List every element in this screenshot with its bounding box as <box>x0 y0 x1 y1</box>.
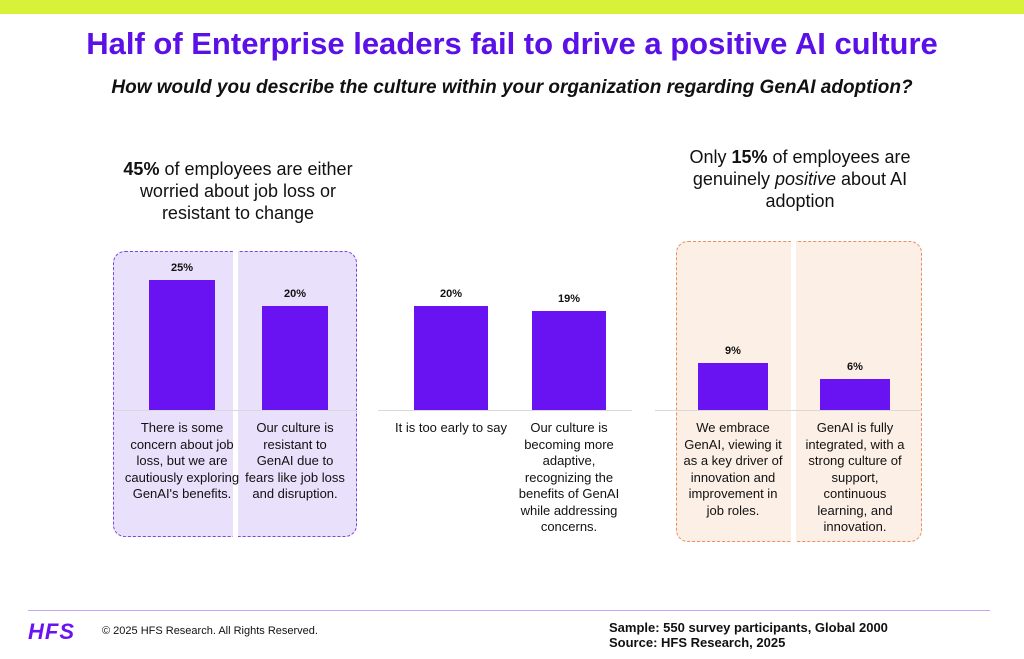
category-label-4: Our culture is becoming more adaptive, r… <box>518 420 620 534</box>
category-label-2: Our culture is resistant to GenAI due to… <box>245 420 345 501</box>
bar-value-label-6: 6% <box>847 361 863 373</box>
bar-1 <box>149 280 215 410</box>
page-subtitle: How would you describe the culture withi… <box>111 77 913 98</box>
copyright-text: © 2025 HFS Research. All Rights Reserved… <box>102 625 318 637</box>
callout-right-suffix: about AI adoption <box>765 169 908 211</box>
bar-2 <box>262 306 328 410</box>
group-divider-left <box>233 251 238 537</box>
bar-4 <box>532 311 606 410</box>
bar-value-label-3: 20% <box>439 288 463 300</box>
category-label-1: There is some concern about job loss, bu… <box>124 420 240 501</box>
top-accent-bar <box>0 0 1024 14</box>
callout-right-prefix: Only <box>689 147 732 167</box>
source-text: Source: HFS Research, 2025 <box>609 635 786 650</box>
callout-right-highlight: 15% <box>731 147 768 167</box>
callout-right-middle: of employees are genuinely <box>692 147 911 189</box>
callout-right-emphasis: positive <box>774 169 837 189</box>
bar-6 <box>820 379 890 410</box>
bar-value-label-4: 19% <box>557 293 581 305</box>
bar-value-label-5: 9% <box>725 345 741 357</box>
category-label-3: It is too early to say <box>395 420 507 435</box>
callout-left-text: of employees are either worried about jo… <box>139 159 353 223</box>
baseline-right <box>655 410 922 411</box>
baseline-middle <box>378 410 632 411</box>
callout-left: 45% of employees are either worried abou… <box>118 158 358 224</box>
sample-text: Sample: 550 survey participants, Global … <box>609 620 888 635</box>
category-label-5: We embrace GenAI, viewing it as a key dr… <box>683 420 783 518</box>
category-label-6: GenAI is fully integrated, with a strong… <box>805 420 905 534</box>
callout-right: Only 15% of employees are genuinely posi… <box>680 146 920 212</box>
footer-divider <box>28 610 990 611</box>
bar-value-label-2: 20% <box>283 288 307 300</box>
page-title: Half of Enterprise leaders fail to drive… <box>86 26 938 61</box>
callout-left-highlight: 45% <box>123 159 160 179</box>
hfs-logo: HFS <box>28 619 75 644</box>
bar-value-label-1: 25% <box>170 262 194 274</box>
bar-5 <box>698 363 768 410</box>
group-divider-right <box>791 241 796 542</box>
bar-3 <box>414 306 488 410</box>
baseline-left <box>113 410 357 411</box>
source-note: Sample: 550 survey participants, Global … <box>609 620 888 650</box>
